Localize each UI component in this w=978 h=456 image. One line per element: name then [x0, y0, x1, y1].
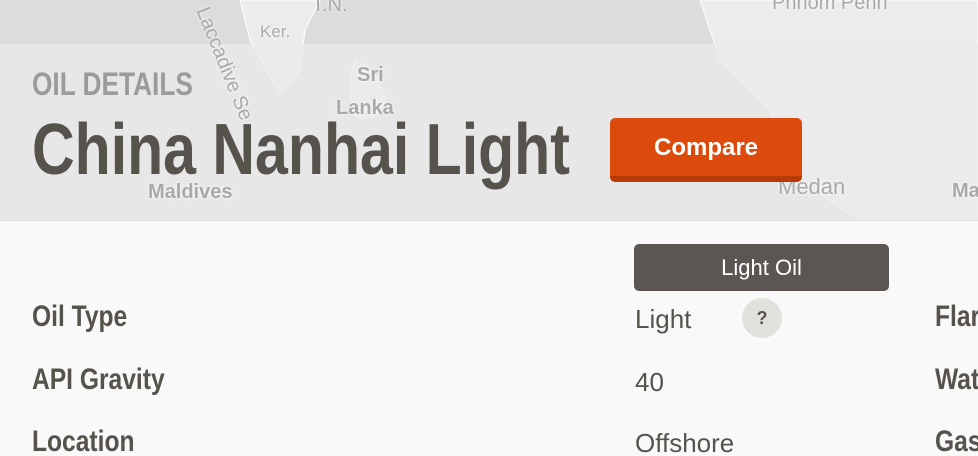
page-title: China Nanhai Light	[32, 110, 570, 190]
row-value: Offshore	[635, 428, 735, 456]
map-label: Ker.	[260, 22, 291, 41]
map	[0, 0, 978, 221]
map-label: Phnom Penh	[772, 0, 888, 14]
badge: Light Oil	[634, 244, 889, 291]
header-overlay	[0, 44, 978, 221]
eyebrow: OIL DETAILS	[32, 66, 193, 102]
row-label: Wat	[935, 363, 978, 396]
map-label: Ma	[952, 180, 978, 202]
map-label: Sri	[357, 64, 384, 86]
map-label: Maldives	[148, 181, 233, 203]
map-label: T.N.	[312, 0, 348, 16]
row-label: API Gravity	[32, 363, 165, 396]
row-value: Light	[635, 304, 692, 334]
map-label: Lanka	[336, 97, 394, 119]
compare-button[interactable]: Compare	[610, 118, 802, 182]
row-value: 40	[635, 367, 664, 397]
help-button[interactable]: ?	[742, 298, 782, 338]
row-label: Location	[32, 425, 135, 456]
row-label: Oil Type	[32, 300, 128, 333]
row-label: Gas	[935, 425, 978, 456]
row-label: Flar	[935, 300, 978, 333]
